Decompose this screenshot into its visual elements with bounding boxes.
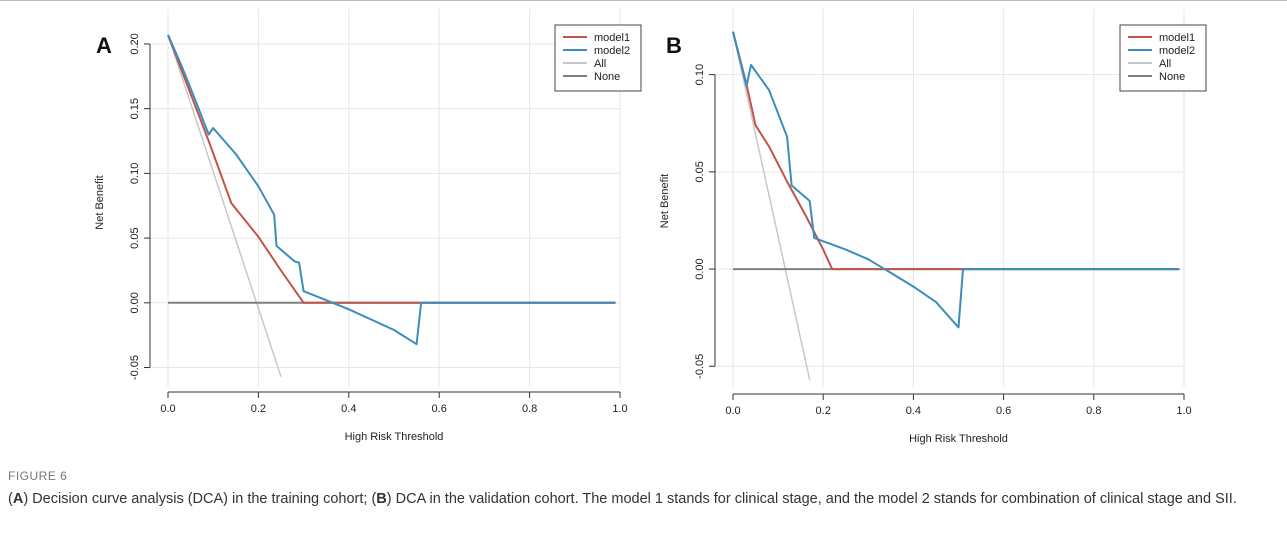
legend-label-model1: model1 — [1159, 32, 1195, 44]
legend-label-all: All — [1159, 58, 1171, 70]
y-axis-label: Net Benefit — [94, 175, 106, 229]
panel-label: A — [96, 33, 112, 58]
y-tick-label: -0.05 — [694, 354, 706, 379]
panel-label: B — [666, 33, 682, 58]
y-tick-label: 0.00 — [129, 292, 141, 313]
series-line-all — [167, 34, 282, 377]
series-line-model1 — [167, 34, 616, 304]
legend-label-none: None — [594, 71, 620, 83]
x-tick-label: 1.0 — [1176, 405, 1191, 417]
chart-panel-a: 0.0 0.2 0.4 0.6 0.8 1.0 -0.05 0.00 0.05 0.10 0.15 0… — [94, 9, 642, 443]
x-tick-label: 0.0 — [160, 403, 175, 415]
legend-label-model2: model2 — [594, 45, 630, 57]
y-tick-label: 0.20 — [129, 33, 141, 54]
y-tick-label: 0.05 — [129, 227, 141, 248]
x-tick-label: 0.2 — [251, 403, 266, 415]
caption-panel-ref: A — [12, 491, 24, 507]
caption-text: (A) Decision curve analysis (DCA) in the… — [8, 489, 1278, 509]
series-line-model1 — [732, 31, 1180, 271]
legend-label-model1: model1 — [594, 32, 630, 44]
caption-segment: ) DCA in the validation cohort. The mode… — [386, 491, 1237, 507]
y-tick-label: 0.15 — [129, 98, 141, 119]
series-line-all — [732, 31, 811, 381]
x-axis-label: High Risk Threshold — [909, 433, 1008, 445]
x-tick-label: 0.6 — [996, 405, 1011, 417]
x-tick-label: 0.2 — [816, 405, 831, 417]
x-tick-label: 0.6 — [432, 403, 447, 415]
x-tick-label: 1.0 — [612, 403, 627, 415]
figure-label: FIGURE 6 — [8, 469, 68, 483]
x-tick-label: 0.8 — [1086, 405, 1101, 417]
y-tick-label: 0.05 — [694, 161, 706, 182]
x-tick-label: 0.4 — [906, 405, 921, 417]
x-tick-label: 0.8 — [522, 403, 537, 415]
legend-label-model2: model2 — [1159, 45, 1195, 57]
legend-label-none: None — [1159, 71, 1185, 83]
caption-segment: ( — [8, 491, 13, 507]
series-line-model2 — [167, 34, 616, 346]
x-tick-label: 0.0 — [725, 405, 740, 417]
figure-caption: FIGURE 6 (A) Decision curve analysis (DC… — [8, 469, 1278, 509]
series-lines — [167, 34, 616, 377]
y-axis-label: Net Benefit — [659, 174, 671, 228]
series-line-model2 — [732, 31, 1180, 329]
caption-panel-ref: B — [376, 491, 387, 507]
legend-label-all: All — [594, 58, 606, 70]
figure-canvas: 0.0 0.2 0.4 0.6 0.8 1.0 -0.05 0.00 0.05 0.10 0.15 0… — [94, 9, 1207, 445]
y-tick-label: 0.00 — [694, 258, 706, 279]
y-tick-label: 0.10 — [694, 64, 706, 85]
x-tick-label: 0.4 — [341, 403, 356, 415]
chart-panel-b: 0.0 0.2 0.4 0.6 0.8 1.0 -0.05 0.00 0.05 0.10 High … — [659, 9, 1207, 445]
y-tick-label: 0.10 — [129, 163, 141, 184]
x-axis-label: High Risk Threshold — [345, 431, 444, 443]
caption-segment: ) Decision curve analysis (DCA) in the t… — [23, 491, 377, 507]
y-tick-label: -0.05 — [129, 355, 141, 380]
series-lines — [732, 31, 1180, 381]
